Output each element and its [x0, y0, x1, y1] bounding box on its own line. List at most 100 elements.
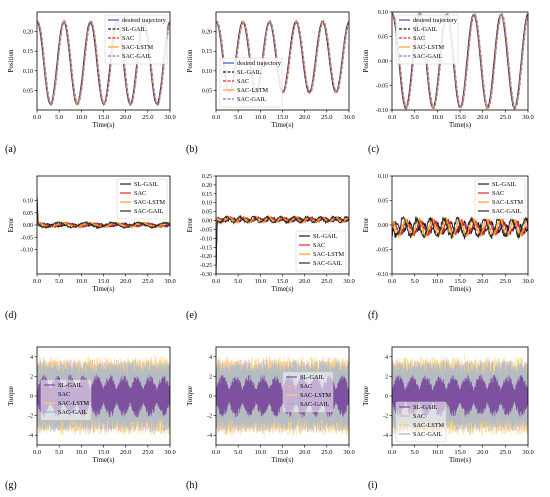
chart-a: 0.0 5.0 10.0 15.0 20.0 25.0 30.0 0.05 0.10 0.15 0.…: [7, 11, 176, 129]
x-tick-label: 5.0: [55, 278, 63, 285]
x-tick-label: 30.0: [522, 278, 533, 285]
legend-label: SAC-LSTM: [492, 199, 524, 206]
x-tick-label: 10.0: [255, 449, 266, 456]
x-tick-label: 10.0: [255, 114, 266, 121]
legend-label: SAC-LSTM: [122, 44, 154, 51]
x-tick-label: 5.0: [55, 114, 63, 121]
legend-label: SAC-GAIL: [58, 409, 88, 416]
x-tick-label: 20.0: [120, 278, 131, 285]
y-tick-label: -0.05: [200, 227, 212, 233]
y-tick-label: -0.10: [376, 108, 388, 114]
legend-label: SAC-GAIL: [237, 96, 267, 103]
x-axis-label: Time(s): [93, 456, 116, 464]
y-tick-label: 0.00: [378, 223, 388, 229]
y-tick-label: -0.10: [200, 236, 212, 242]
legend-label: SAC-LSTM: [413, 44, 445, 51]
y-tick-label: -0.05: [376, 84, 388, 90]
y-tick-label: -2: [28, 414, 33, 420]
legend-label: SL-GAIL: [413, 404, 438, 411]
y-tick-label: 0.05: [23, 211, 33, 217]
legend-label: SAC: [58, 391, 70, 398]
legend: SL-GAIL SAC SAC-LSTM SAC-GAIL: [395, 401, 447, 443]
x-tick-label: 20.0: [120, 449, 131, 456]
x-tick-label: 15.0: [98, 114, 109, 121]
legend: SL-GAIL SAC SAC-LSTM SAC-GAIL: [295, 230, 347, 272]
x-tick-label: 10.0: [255, 278, 266, 285]
series-line-sac-gail: [216, 19, 349, 95]
legend: SL-GAIL SAC SAC-LSTM SAC-GAIL: [474, 178, 526, 220]
panel-label: (c): [368, 144, 379, 155]
x-tick-label: 25.0: [500, 449, 511, 456]
x-tick-label: 0.0: [212, 449, 220, 456]
y-tick-label: 2: [209, 374, 212, 380]
panel-label: (a): [5, 144, 16, 155]
x-tick-label: 15.0: [277, 278, 288, 285]
chart-b: 0.0 5.0 10.0 15.0 20.0 25.0 30.0 0.05 0.10 0.15 0.…: [186, 11, 355, 129]
y-tick-label: 0.10: [378, 10, 388, 16]
x-tick-label: 5.0: [411, 278, 419, 285]
plot-area: [392, 214, 528, 241]
y-tick-label: -2: [383, 414, 388, 420]
x-tick-label: 10.0: [76, 278, 87, 285]
x-tick-label: 20.0: [477, 449, 488, 456]
y-tick-label: -0.05: [21, 235, 33, 241]
y-tick-label: 0.20: [23, 30, 33, 36]
legend-label: SL-GAIL: [413, 26, 438, 33]
x-tick-label: 25.0: [142, 449, 153, 456]
panel-label: (e): [186, 310, 197, 321]
x-tick-label: 0.0: [388, 114, 396, 121]
y-tick-label: 0.00: [202, 219, 212, 225]
x-axis-label: Time(s): [272, 285, 295, 293]
x-axis-label: Time(s): [449, 121, 472, 129]
y-tick-label: 2: [30, 374, 33, 380]
y-axis-label: Position: [7, 49, 15, 72]
chart-i: 0.0 5.0 10.0 15.0 20.0 25.0 30.0 -4 -2 0 2 4 Time(s)…: [362, 346, 534, 464]
y-tick-label: -2: [207, 414, 212, 420]
x-tick-label: 5.0: [411, 114, 419, 121]
legend-label: desired trajectory: [413, 17, 458, 24]
panel-label: (h): [186, 480, 198, 491]
y-tick-label: 0: [209, 394, 212, 400]
plot-area: [216, 355, 349, 437]
x-axis-label: Time(s): [449, 456, 472, 464]
x-tick-label: 25.0: [321, 278, 332, 285]
chart-g: 0.0 5.0 10.0 15.0 20.0 25.0 30.0 -4 -2 0 2 4 Time(s)…: [7, 346, 176, 464]
legend-label: SAC: [313, 242, 325, 249]
y-tick-label: 0.10: [23, 69, 33, 75]
series-line-sac-gail: [216, 359, 349, 433]
panel-label: (i): [368, 480, 377, 491]
series-line-sac-gail: [216, 214, 349, 274]
x-tick-label: 30.0: [343, 114, 354, 121]
y-tick-label: -0.25: [200, 263, 212, 269]
legend: desired trajectory SL-GAIL SAC SAC-LSTM SAC-…: [395, 14, 459, 65]
y-tick-label: 0.10: [202, 201, 212, 207]
y-tick-label: 0.00: [378, 59, 388, 65]
panel-label: (g): [5, 480, 17, 491]
legend-label: SAC-GAIL: [134, 208, 164, 215]
legend: SL-GAIL SAC SAC-LSTM SAC-GAIL: [40, 379, 92, 421]
legend: SL-GAIL SAC SAC-LSTM SAC-GAIL: [282, 371, 334, 413]
y-tick-label: 0.10: [378, 174, 388, 180]
legend-label: SAC-LSTM: [300, 392, 332, 399]
x-tick-label: 20.0: [477, 278, 488, 285]
chart-f: 0.0 5.0 10.0 15.0 20.0 25.0 30.0 -0.10 -0.05 0.00…: [362, 174, 534, 293]
x-tick-label: 0.0: [33, 114, 41, 121]
x-tick-label: 15.0: [98, 278, 109, 285]
y-tick-label: -0.15: [200, 245, 212, 251]
x-tick-label: 0.0: [212, 278, 220, 285]
y-axis-label: Error: [362, 217, 370, 232]
legend-label: SAC: [492, 190, 504, 197]
series-line-sac-gail: [392, 214, 528, 241]
x-tick-label: 0.0: [212, 114, 220, 121]
y-tick-label: 2: [385, 374, 388, 380]
y-tick-label: 0.10: [23, 199, 33, 205]
x-tick-label: 10.0: [432, 278, 443, 285]
plot-area: [37, 195, 170, 230]
legend: SL-GAIL SAC SAC-LSTM SAC-GAIL: [116, 178, 168, 220]
x-tick-label: 20.0: [299, 114, 310, 121]
x-tick-label: 15.0: [277, 114, 288, 121]
x-tick-label: 10.0: [76, 114, 87, 121]
x-tick-label: 10.0: [432, 449, 443, 456]
legend-label: SAC: [413, 413, 425, 420]
x-tick-label: 25.0: [321, 449, 332, 456]
